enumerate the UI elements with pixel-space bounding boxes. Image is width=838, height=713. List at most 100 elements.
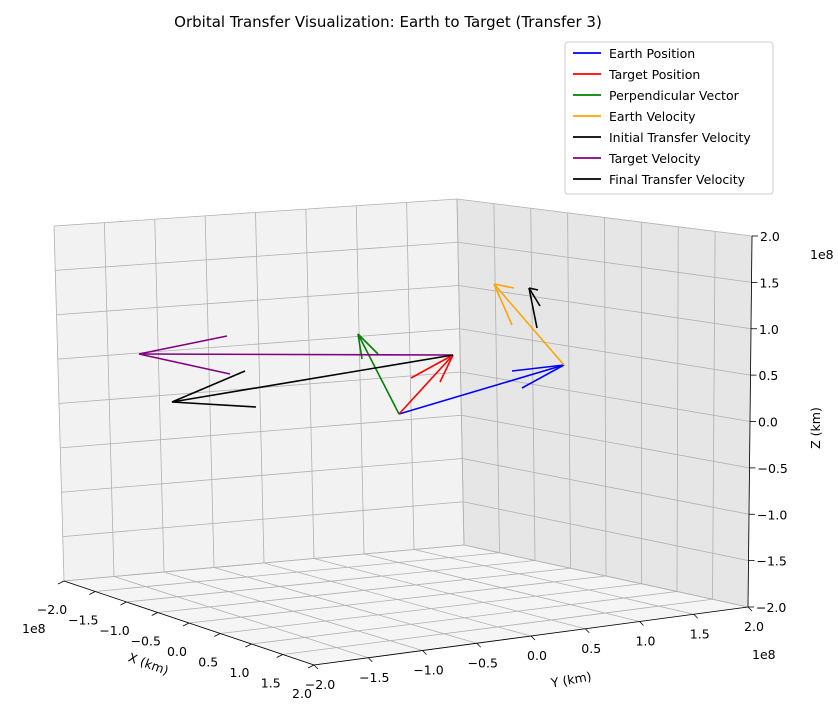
grid-y-floor: [220, 583, 642, 634]
arrow-6: [138, 335, 454, 375]
y-tick-label: 1.0: [636, 634, 656, 649]
y-tick-label: 0.0: [527, 648, 547, 663]
x-tick-mark: [276, 654, 283, 658]
arrow-head: [171, 370, 246, 403]
x-tick-label: 0.5: [198, 655, 218, 670]
arrow-head: [528, 287, 541, 307]
vector-arrows: [138, 283, 565, 415]
z-tick-label: 1.5: [760, 275, 780, 290]
arrow-head: [511, 364, 565, 372]
y-tick-mark: [476, 642, 482, 648]
arrow-head: [357, 333, 379, 355]
grid-x-wall: [355, 205, 365, 555]
y-tick-mark: [693, 613, 699, 619]
legend-label: Earth Velocity: [609, 109, 696, 124]
arrow-head: [138, 335, 228, 355]
y-tick-mark: [422, 650, 427, 655]
arrow-head: [171, 401, 257, 408]
chart-title: Orbital Transfer Visualization: Earth to…: [174, 13, 602, 31]
y-tick-mark: [584, 628, 590, 634]
z-tick-label: 0.5: [759, 368, 779, 383]
x-tick-mark: [182, 622, 190, 627]
tick-labels: −2.0−1.5−1.0−0.50.00.51.01.52.0−2.0 −1.5−…: [37, 229, 788, 701]
x-tick-label: −2.0: [37, 602, 67, 617]
x-tick-label: 1.0: [230, 665, 250, 680]
legend: Earth Position Target Position Perpendicul…: [564, 41, 774, 195]
grid-x-floor: [363, 553, 640, 622]
legend-label: Target Velocity: [608, 151, 701, 166]
y-tick-label: −2.0: [305, 677, 335, 692]
x-tick-mark: [120, 601, 127, 606]
z-tick-label: 2.0: [760, 229, 780, 244]
x-offset-text: 1e8: [22, 621, 46, 636]
x-tick-label: 1.5: [261, 676, 281, 691]
y-tick-label: 2.0: [744, 619, 764, 634]
arrow-5: [528, 287, 541, 329]
grid-x-wall: [456, 198, 465, 546]
legend-frame: [564, 41, 774, 195]
z-tick-label: −1.5: [757, 554, 787, 569]
grid-y-floor: [188, 575, 607, 624]
arrow-head: [493, 283, 513, 326]
grid-x-wall: [305, 209, 315, 559]
z-axis-label: Z (km): [808, 407, 823, 449]
x-tick-label: 2.0: [292, 686, 312, 701]
arrow-head: [528, 287, 539, 291]
y-tick-mark: [530, 635, 536, 641]
legend-label: Earth Position: [609, 46, 695, 61]
z-tick-label: 1.0: [759, 322, 779, 337]
y-tick-mark: [367, 657, 373, 663]
legend-label: Initial Transfer Velocity: [609, 130, 751, 145]
y-tick-mark: [639, 621, 644, 626]
arrow-shaft: [398, 354, 454, 415]
grid-x-floor: [313, 558, 586, 630]
x-tick-label: −1.0: [99, 623, 129, 638]
grid-x-floor: [463, 544, 749, 608]
y-tick-mark: [747, 606, 753, 612]
arrow-head: [493, 283, 515, 289]
y-offset-text: 1e8: [752, 647, 776, 662]
arrow-head: [138, 353, 231, 375]
grid-x-wall: [406, 202, 415, 550]
y-tick-mark: [313, 664, 319, 670]
y-axis-label: Y (km): [549, 669, 593, 691]
floor-pane: [64, 545, 748, 665]
x-tick-mark: [89, 591, 96, 595]
y-tick-label: −1.0: [413, 663, 443, 678]
arrow-shaft: [398, 364, 565, 415]
z-tick-label: −1.0: [757, 507, 787, 522]
y-tick-label: −1.5: [359, 670, 389, 685]
x-tick-label: −0.5: [131, 634, 161, 649]
arrow-head: [439, 354, 454, 383]
arrow-shaft: [357, 333, 400, 415]
grid-z: [53, 198, 753, 237]
legend-label: Target Position: [608, 67, 700, 82]
z-tick-label: 0.0: [758, 415, 778, 430]
arrow-head: [410, 354, 454, 379]
y-tick-label: 1.5: [690, 626, 710, 641]
x-tick-mark: [307, 664, 315, 669]
legend-label: Perpendicular Vector: [609, 88, 740, 103]
arrow-shaft: [493, 283, 565, 366]
arrow-4: [493, 283, 565, 366]
grid-y-floor: [251, 591, 678, 645]
z-offset-text: 1e8: [810, 247, 834, 262]
arrow-head: [521, 364, 565, 389]
x-tick-mark: [151, 612, 158, 616]
x-tick-mark: [214, 633, 221, 637]
x-tick-label: 0.0: [167, 644, 187, 659]
x-axis-label: X (km): [126, 650, 170, 678]
grid-y-wall: [712, 231, 716, 600]
x-tick-mark: [245, 643, 252, 648]
arrow-1: [398, 364, 565, 415]
y-tick-label: −0.5: [468, 655, 498, 670]
z-tick-label: −0.5: [758, 461, 788, 476]
z-tick-label: −2.0: [756, 600, 786, 615]
y-tick-label: 0.5: [581, 641, 601, 656]
grid-y-wall: [676, 226, 679, 592]
arrow-shaft: [528, 287, 538, 329]
arrow-shaft: [171, 354, 454, 403]
arrow-7: [171, 354, 454, 408]
grid-y-floor: [282, 598, 713, 655]
